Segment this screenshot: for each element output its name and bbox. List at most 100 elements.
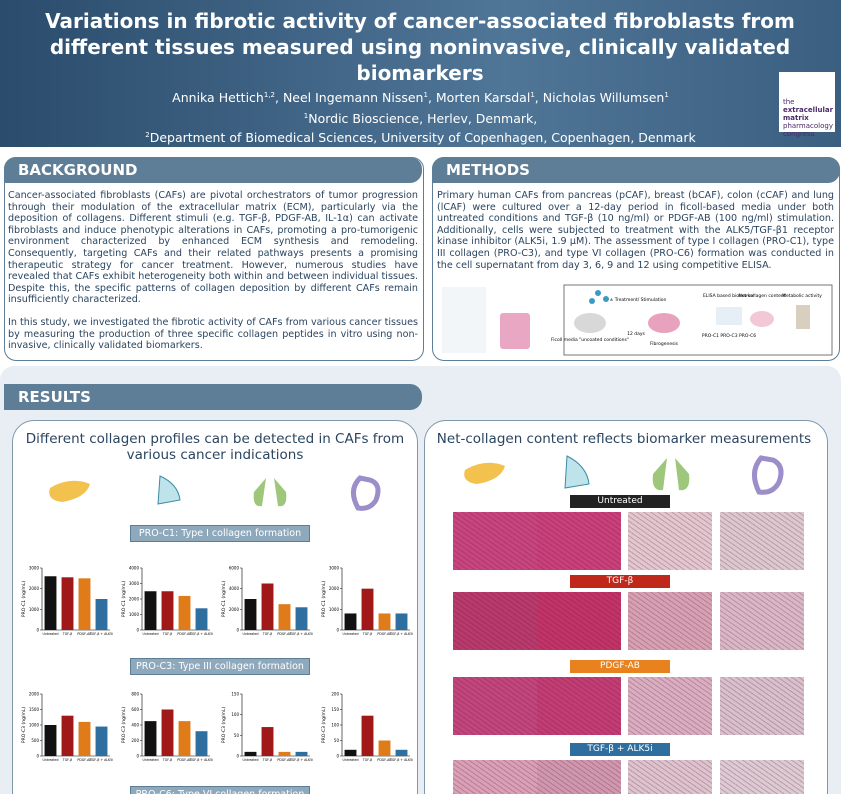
y-tick-label: 1000 (329, 607, 340, 612)
condition-label: Untreated (570, 495, 670, 508)
y-tick-label: 2000 (129, 597, 140, 602)
superscript: 1 (664, 90, 669, 99)
micrograph (453, 760, 537, 794)
x-tick-label: TGF-β (162, 632, 172, 636)
x-tick-label: TGF-β (162, 758, 172, 762)
bar (261, 583, 274, 630)
y-tick-label: 400 (131, 723, 139, 728)
bar (344, 749, 357, 756)
mini-chart: 0 1000 2000 3000 4000 PRO-C1 (ng/mL) Untreated… (121, 566, 213, 637)
x-tick-label: TGF-β + ALK5i (189, 632, 213, 636)
y-tick-label: 0 (36, 754, 39, 759)
diagram-label: ± Treatment/ Stimulation (610, 297, 667, 303)
condition-label: TGF-β + ALK5i (570, 743, 670, 756)
x-tick-label: TGF-β + ALK5i (389, 632, 413, 636)
section-label: PRO-C6: Type VI collagen formation (130, 786, 310, 794)
bar (295, 751, 308, 756)
bar (95, 726, 108, 756)
y-tick-label: 3000 (329, 566, 340, 571)
background-box (4, 157, 424, 361)
micrograph (628, 512, 712, 570)
bar (178, 595, 191, 630)
bar (195, 608, 208, 630)
affiliation-text: Department of Biomedical Sciences, Unive… (149, 130, 696, 146)
micrograph (628, 760, 712, 794)
y-tick-label: 100 (331, 723, 339, 728)
cell-icons (442, 287, 486, 353)
x-tick-label: PDGF-AB (177, 632, 191, 636)
y-tick-label: 0 (36, 628, 39, 633)
section-label: PRO-C1: Type I collagen formation (130, 525, 310, 542)
condition-label: PDGF-AB (570, 660, 670, 673)
bar (144, 591, 157, 630)
x-tick-label: Untreated (143, 758, 159, 762)
y-tick-label: 2000 (329, 586, 340, 591)
x-tick-label: TGF-β (62, 632, 72, 636)
bar (344, 613, 357, 630)
logo-text: matrix (783, 114, 809, 122)
y-tick-label: 50 (234, 733, 240, 738)
micrograph (537, 760, 621, 794)
diagram-label: Metabolic activity (782, 293, 822, 299)
y-tick-label: 500 (31, 738, 39, 743)
diagram-label: Ficoll media "uncoated conditions" (551, 337, 629, 343)
x-tick-label: PDGF-AB (277, 758, 291, 762)
dish (574, 313, 606, 333)
affiliation-text: Nordic Bioscience, Herlev, Denmark, (308, 111, 538, 127)
bar (61, 715, 74, 756)
author: , Nicholas Willumsen (534, 90, 665, 105)
x-tick-label: TGF-β + ALK5i (289, 758, 313, 762)
y-tick-label: 200 (131, 738, 139, 743)
x-tick-label: Untreated (43, 758, 59, 762)
y-tick-label: 1000 (129, 612, 140, 617)
logo-text: congress (783, 130, 815, 138)
y-axis-label: PRO-C3 (ng/mL) (121, 707, 127, 743)
y-tick-label: 0 (336, 754, 339, 759)
y-tick-label: 2000 (29, 586, 40, 591)
y-tick-label: 1000 (29, 723, 40, 728)
author: , Neel Ingemann Nissen (275, 90, 424, 105)
bar (395, 749, 408, 756)
bar (244, 599, 257, 630)
x-tick-label: PDGF-AB (377, 758, 391, 762)
y-tick-label: 1500 (29, 707, 40, 712)
section-heading: BACKGROUND (4, 157, 422, 183)
y-tick-label: 0 (136, 754, 139, 759)
micrograph (628, 592, 712, 650)
methods-text: Primary human CAFs from pancreas (pCAF),… (437, 190, 834, 271)
y-tick-label: 0 (236, 754, 239, 759)
y-tick-label: 1000 (29, 607, 40, 612)
bar (378, 613, 391, 630)
superscript: 1 (303, 112, 309, 120)
y-tick-label: 3000 (129, 581, 140, 586)
y-tick-label: 2000 (29, 692, 40, 697)
condition-label: TGF-β (570, 575, 670, 588)
y-tick-label: 0 (136, 628, 139, 633)
micrograph (453, 512, 537, 570)
y-axis-label: PRO-C1 (ng/mL) (321, 581, 327, 617)
bar (361, 588, 374, 630)
y-tick-label: 6000 (229, 566, 240, 571)
superscript: 2 (145, 131, 150, 140)
y-tick-label: 50 (334, 738, 340, 743)
authors: Annika Hettich1,2, Neel Ingemann Nissen1… (0, 90, 841, 105)
superscript: 1,2 (263, 90, 275, 99)
bar (61, 577, 74, 630)
micrograph (720, 677, 804, 735)
background-text: Cancer-associated fibroblasts (CAFs) are… (8, 190, 418, 352)
mini-chart: 0 50 100 150 PRO-C3 (ng/mL) Untreated TGF-β PDG… (221, 692, 313, 763)
y-axis-label: PRO-C1 (ng/mL) (121, 581, 127, 617)
organ-icons (464, 455, 784, 495)
bar (278, 604, 291, 630)
y-axis-label: PRO-C1 (ng/mL) (21, 581, 27, 617)
y-tick-label: 150 (231, 692, 239, 697)
collagen-icon (750, 311, 774, 327)
author: , Morten Karsdal (427, 90, 531, 105)
logo: the extracellular matrix pharmacology congre… (779, 72, 835, 138)
diagram-label: 12 days (627, 331, 645, 337)
y-tick-label: 150 (331, 707, 339, 712)
bar (178, 721, 191, 756)
